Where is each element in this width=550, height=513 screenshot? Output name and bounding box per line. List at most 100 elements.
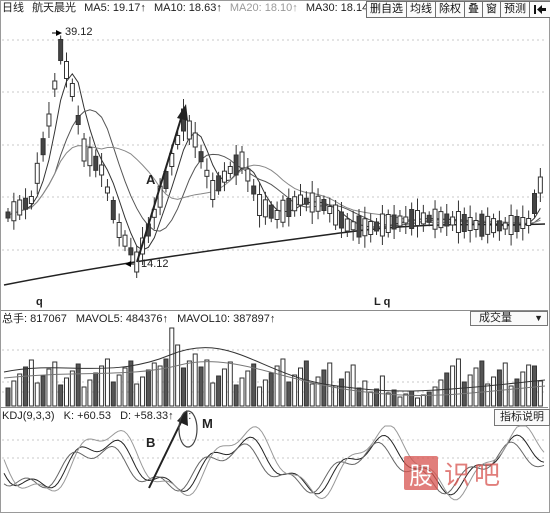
volume-bar xyxy=(145,369,151,407)
candle-body xyxy=(163,171,169,189)
candle-body xyxy=(186,120,192,140)
annotations xyxy=(52,30,198,489)
candle-body xyxy=(461,214,467,232)
volume-bar xyxy=(198,366,204,407)
candle-body xyxy=(251,185,257,195)
candle-body xyxy=(169,153,175,167)
stock-name: 航天晨光 xyxy=(32,2,77,14)
volume-bar xyxy=(455,358,461,407)
kdj-cross-circle xyxy=(178,410,198,448)
candle-body xyxy=(338,211,344,229)
volume-bar xyxy=(391,389,397,407)
volume-kdj-separator xyxy=(1,407,548,408)
volume-bar xyxy=(186,360,192,407)
volume-bar xyxy=(75,363,81,407)
volume-bar xyxy=(514,378,520,407)
high-price-label: 39.12 xyxy=(65,26,93,38)
annotation-a: A xyxy=(146,172,156,187)
volume-bar xyxy=(245,370,251,407)
candle-body xyxy=(526,218,532,226)
ma10-value: MA10: 18.63↑ xyxy=(153,2,222,14)
volume-header: 总手: 817067 MAVOL5: 484376↑ MAVOL10: 3878… xyxy=(2,312,472,327)
volume-bar xyxy=(303,360,309,407)
volume-bar xyxy=(338,378,344,407)
volume-bar xyxy=(99,365,105,407)
candle-body xyxy=(239,151,245,169)
candle-body xyxy=(210,180,216,200)
forecast-button[interactable]: 预测 xyxy=(500,1,530,18)
volume-bar xyxy=(17,373,23,407)
price-header: 日线 航天晨光 MA5: 19.17↑ MA10: 18.63↑ MA20: 1… xyxy=(2,1,366,16)
volume-bar xyxy=(485,383,491,407)
candle-body xyxy=(426,214,432,223)
watermark: 股 识吧 xyxy=(404,455,520,491)
volume-bar xyxy=(385,392,391,407)
candle-body xyxy=(17,199,23,216)
pin-button[interactable] xyxy=(529,1,550,18)
trend-arrow-a xyxy=(136,111,184,263)
candle-body xyxy=(385,214,391,233)
volume-bar xyxy=(450,365,456,407)
volume-bar xyxy=(157,365,163,407)
candle-body xyxy=(204,169,210,177)
moving-average-lines xyxy=(3,72,546,286)
candle-body xyxy=(420,212,426,225)
volume-bar xyxy=(151,362,157,407)
candle-body xyxy=(122,234,128,247)
candle-body xyxy=(502,222,508,230)
marker-q-left: q xyxy=(36,296,43,308)
volume-bar xyxy=(34,382,40,407)
candle-body xyxy=(64,61,69,79)
toolbar: 删自选 均线 除权 叠 窗 预测 xyxy=(366,1,550,18)
mavol10-line xyxy=(3,361,546,397)
indicator-select[interactable]: 成交量 ▼ xyxy=(470,311,548,326)
candle-body xyxy=(479,213,485,237)
candle-body xyxy=(356,215,362,238)
volume-bar xyxy=(309,383,315,407)
volume-bar xyxy=(181,367,186,407)
ma5-value: MA5: 19.17↑ xyxy=(84,2,146,14)
volume-bar xyxy=(116,374,122,407)
candle-body xyxy=(333,204,339,226)
kdj-label: KDJ(9,3,3) xyxy=(2,410,55,422)
indicator-select-value: 成交量 xyxy=(479,312,512,324)
volume-bar xyxy=(128,360,134,407)
candle-body xyxy=(514,216,520,232)
candle-body xyxy=(175,135,181,145)
candle-body xyxy=(5,211,11,219)
candle-body xyxy=(403,216,409,224)
volume-bar xyxy=(122,367,128,407)
candle-body xyxy=(368,221,374,235)
total-volume: 总手: 817067 xyxy=(2,313,67,325)
mavol10-value: MAVOL10: 387897↑ xyxy=(177,313,276,325)
volume-bar xyxy=(274,365,280,407)
candle-body xyxy=(444,213,450,227)
volume-bar xyxy=(257,386,263,407)
volume-bar xyxy=(432,386,438,407)
volume-bar xyxy=(467,374,473,407)
candle-body xyxy=(233,154,239,176)
volume-bar xyxy=(104,358,110,407)
candle-body xyxy=(87,147,93,167)
volume-bar xyxy=(286,381,292,407)
candle-body xyxy=(315,195,321,212)
chevron-down-icon: ▼ xyxy=(534,313,543,323)
volume-bar xyxy=(204,359,210,407)
volume-bar xyxy=(227,361,233,407)
volume-bar xyxy=(93,372,99,407)
candle-body xyxy=(362,218,368,237)
volume-bar xyxy=(268,372,274,407)
candle-body xyxy=(58,39,64,61)
volume-bar xyxy=(81,386,87,407)
candle-body xyxy=(491,218,497,234)
volume-bar xyxy=(110,381,116,407)
mavol5-line xyxy=(3,347,546,392)
candle-body xyxy=(192,132,198,148)
volume-bar xyxy=(210,382,216,407)
volume-bar xyxy=(537,380,543,407)
volume-bar xyxy=(415,397,420,407)
candle-body xyxy=(104,186,110,194)
volume-bar xyxy=(40,375,46,407)
volume-bar xyxy=(233,384,239,407)
